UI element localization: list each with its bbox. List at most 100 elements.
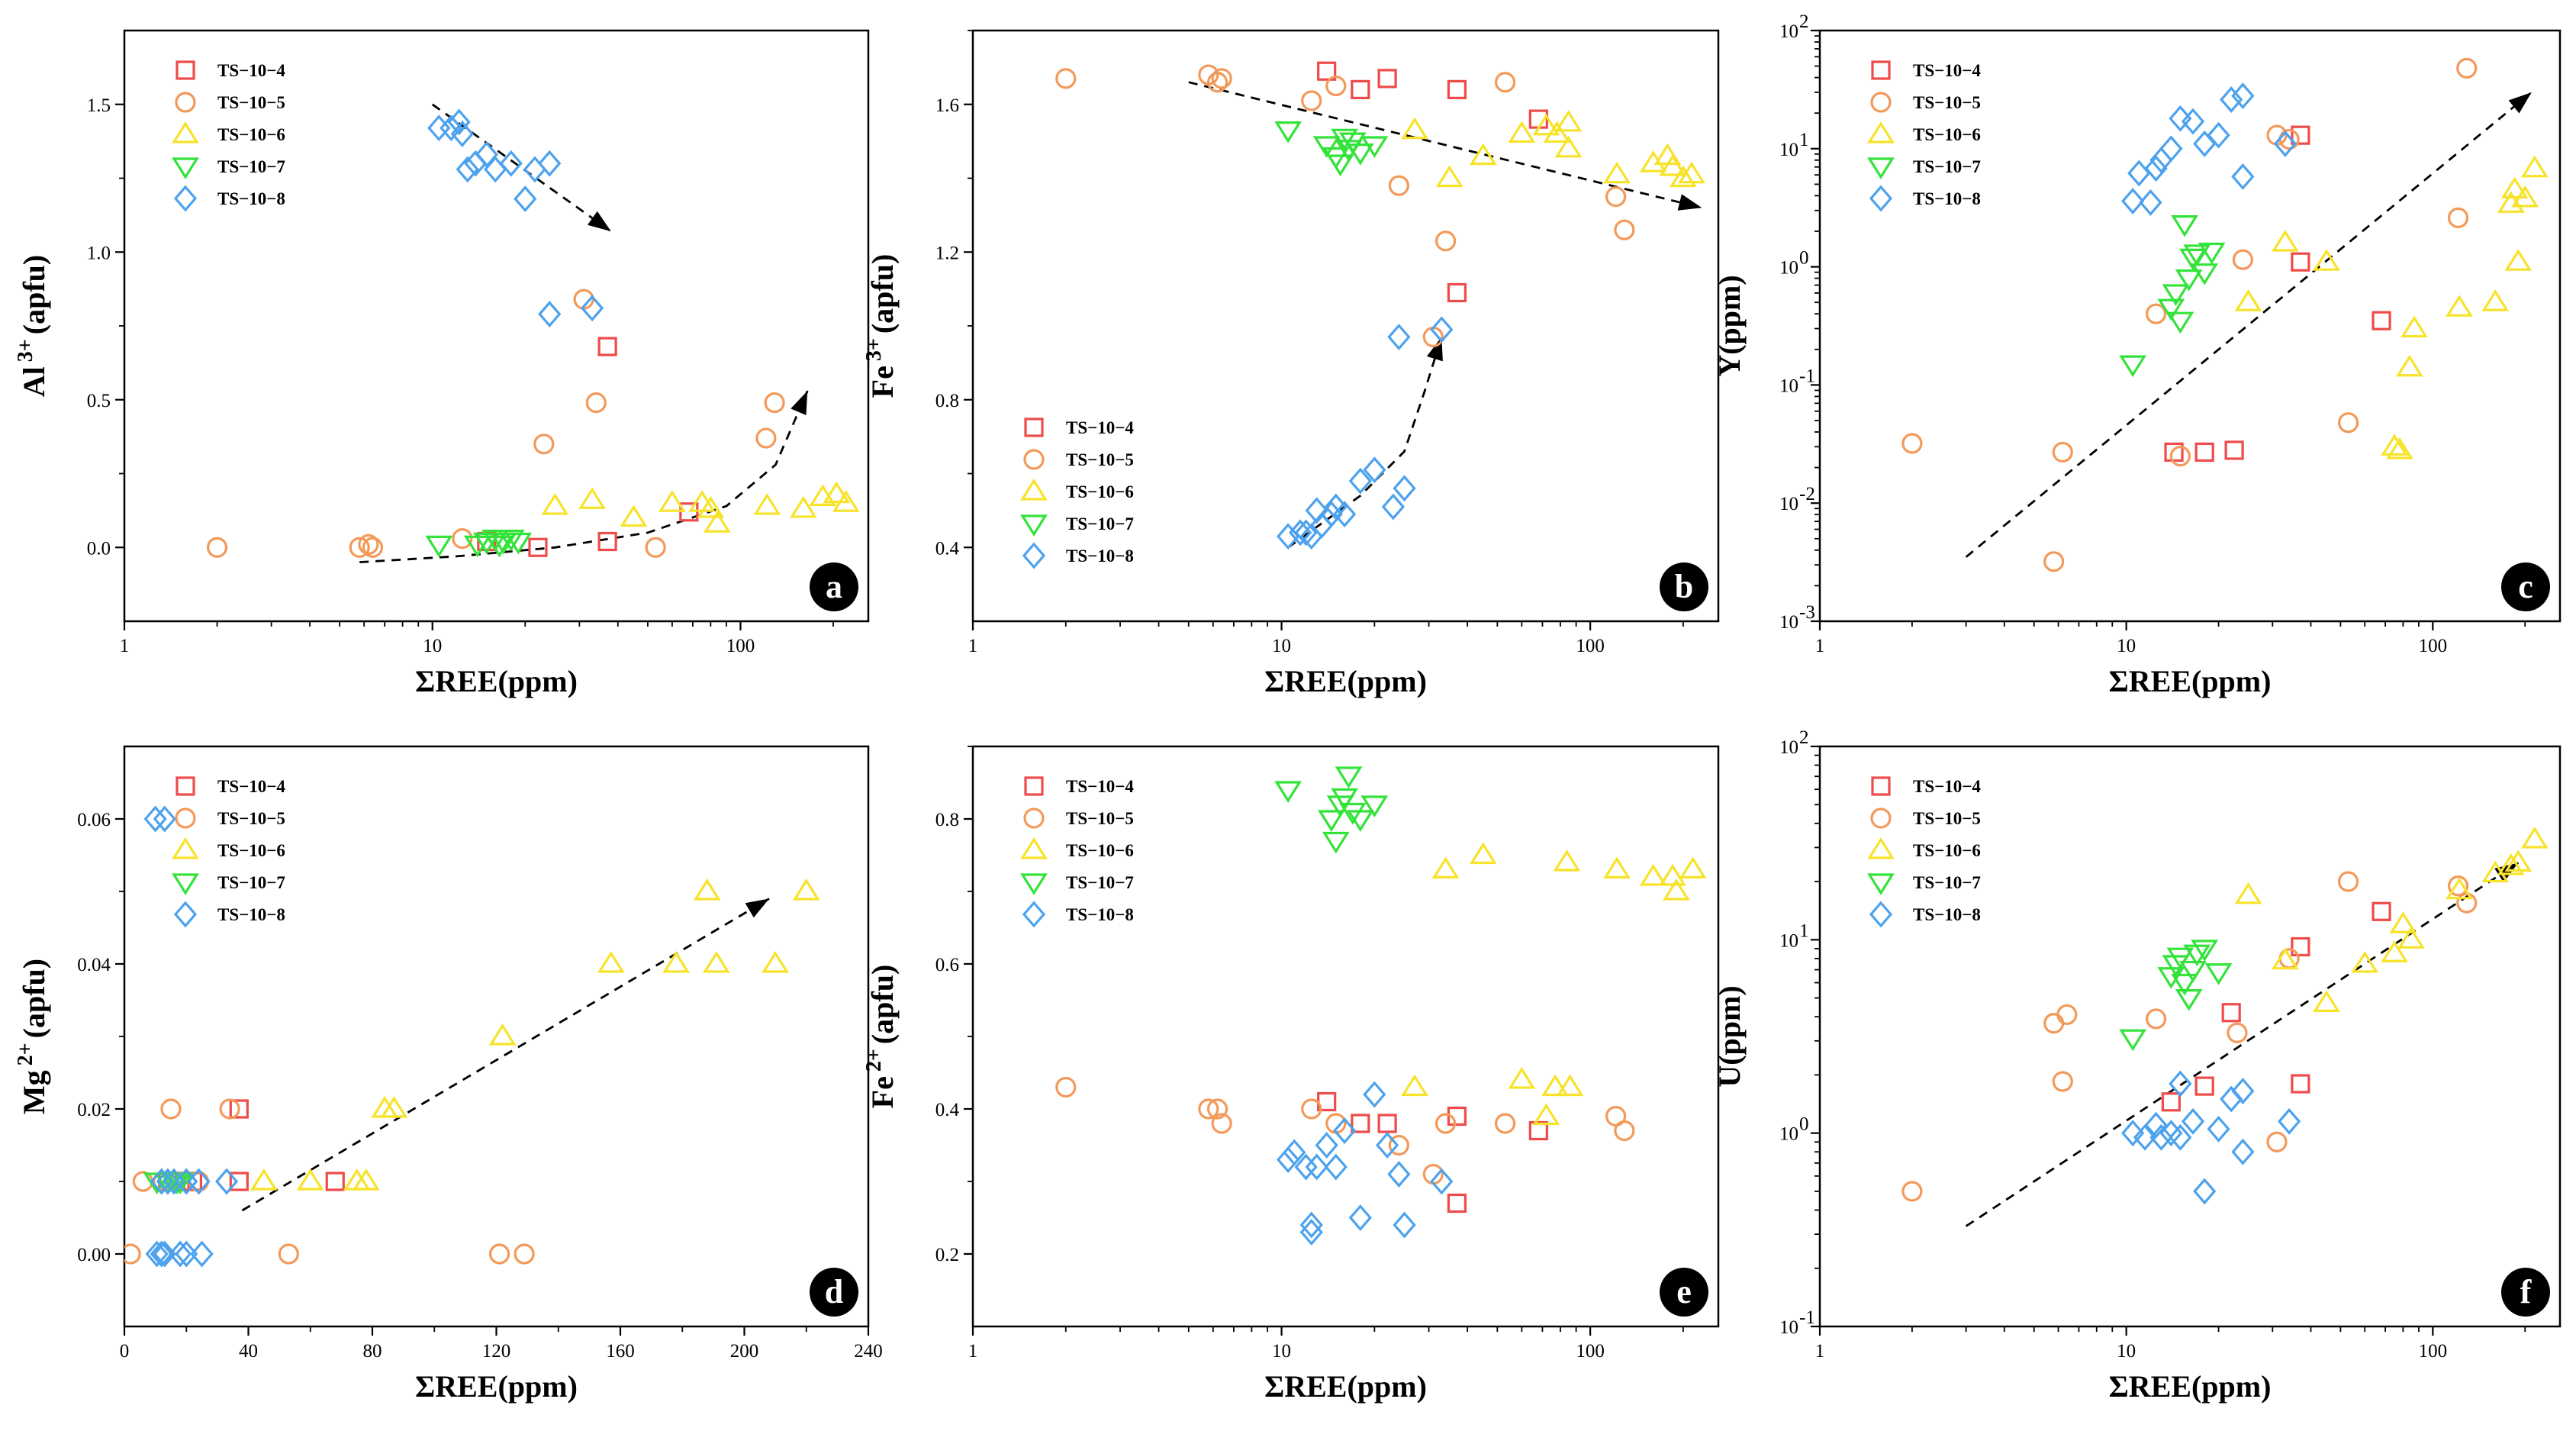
data-point-ts-10-6 xyxy=(1543,121,1571,143)
data-point-ts-10-8 xyxy=(2273,130,2297,157)
x-tick-label: 100 xyxy=(1576,636,1605,656)
legend-marker-ts-10-6 xyxy=(172,836,199,859)
x-tick-label: 0 xyxy=(120,1341,130,1362)
data-point-ts-10-5 xyxy=(2052,441,2073,463)
data-point-ts-10-4 xyxy=(2161,1092,2181,1112)
data-point-ts-10-8 xyxy=(440,114,463,142)
data-point-ts-10-7 xyxy=(425,535,453,558)
data-point-ts-10-5 xyxy=(1494,1113,1516,1134)
legend: TS−10−4 TS−10−5 TS−10−6 TS−10−7 TS−10−8 xyxy=(1020,776,1134,928)
data-point-ts-10-7 xyxy=(2166,947,2194,970)
data-point-ts-10-6 xyxy=(296,1168,324,1191)
data-point-ts-10-6 xyxy=(1678,161,1705,184)
data-point-ts-10-6 xyxy=(658,490,686,512)
data-point-ts-10-5 xyxy=(362,537,384,558)
panel-letter: f xyxy=(2520,1273,2533,1310)
legend-marker-ts-10-7 xyxy=(1867,873,1895,896)
x-tick-label: 10 xyxy=(1272,636,1291,656)
y-tick-label: 0.2 xyxy=(935,1245,959,1265)
x-tick-label: 10 xyxy=(2117,1341,2136,1362)
trend-arrowhead xyxy=(745,898,769,918)
data-point-ts-10-7 xyxy=(504,532,533,555)
data-point-ts-10-8 xyxy=(2121,188,2145,214)
data-point-ts-10-7 xyxy=(2175,269,2203,292)
data-point-ts-10-8 xyxy=(156,1168,179,1195)
y-tick-label: 0.06 xyxy=(77,810,111,830)
x-tick-label: 100 xyxy=(726,636,755,656)
data-point-ts-10-6 xyxy=(2234,882,2262,904)
legend-marker-ts-10-8 xyxy=(1869,185,1893,212)
data-point-ts-10-8 xyxy=(2231,163,2255,190)
data-point-ts-10-6 xyxy=(1679,856,1707,879)
data-point-ts-10-7 xyxy=(1274,121,1302,143)
data-point-ts-10-4 xyxy=(2372,311,2391,330)
data-point-ts-10-5 xyxy=(219,1098,240,1120)
y-tick-exponent: -3 xyxy=(1799,602,1815,623)
data-point-ts-10-5 xyxy=(2056,1004,2078,1026)
data-point-ts-10-5 xyxy=(2145,303,2167,324)
panel-badge xyxy=(2501,1268,2550,1317)
data-point-ts-10-4 xyxy=(1377,69,1397,89)
data-point-ts-10-5 xyxy=(2266,1131,2288,1152)
data-point-ts-10-8 xyxy=(1299,1211,1323,1239)
data-point-ts-10-7 xyxy=(1338,802,1367,825)
data-point-ts-10-8 xyxy=(580,295,604,322)
data-point-ts-10-8 xyxy=(1381,493,1406,521)
legend: TS−10−4 TS−10−5 TS−10−6 TS−10−7 TS−10−8 xyxy=(1867,60,1981,212)
data-point-ts-10-8 xyxy=(1387,324,1411,350)
data-point-ts-10-6 xyxy=(2504,249,2533,271)
data-point-ts-10-8 xyxy=(2207,121,2230,149)
y-axis-label: Y(ppm) xyxy=(1712,275,1747,376)
x-tick-label: 240 xyxy=(854,1341,883,1362)
panel-a: 1 10 100 0.0 0.5 1.0 1.5 ΣREE(ppm) Al3+(apfu) TS−… xyxy=(14,29,870,698)
data-point-ts-10-8 xyxy=(1375,1132,1399,1159)
data-point-ts-10-4 xyxy=(229,1099,249,1119)
data-point-ts-10-6 xyxy=(2272,229,2299,252)
data-point-ts-10-7 xyxy=(1331,128,1359,151)
data-point-ts-10-4 xyxy=(325,1172,345,1191)
legend-label: TS−10−5 xyxy=(1066,809,1134,828)
legend-label: TS−10−5 xyxy=(217,93,285,112)
data-point-ts-10-6 xyxy=(1603,856,1631,879)
data-point-ts-10-7 xyxy=(2198,242,2226,265)
data-point-ts-10-8 xyxy=(2220,86,2243,114)
data-point-ts-10-6 xyxy=(2401,315,2428,338)
data-point-ts-10-5 xyxy=(1901,1181,1923,1202)
data-point-ts-10-5 xyxy=(2232,249,2253,270)
data-point-ts-10-6 xyxy=(2446,295,2473,317)
data-point-ts-10-8 xyxy=(2159,135,2183,163)
y-tick-label: 1.6 xyxy=(935,95,959,116)
data-point-ts-10-4 xyxy=(597,531,617,552)
y-tick-label: 0.02 xyxy=(77,1100,111,1120)
legend-label: TS−10−6 xyxy=(1066,841,1134,860)
data-point-ts-10-5 xyxy=(488,1243,510,1265)
data-point-ts-10-5 xyxy=(1206,1098,1228,1120)
y-tick-exponent: 1 xyxy=(1799,130,1809,150)
data-point-ts-10-6 xyxy=(2272,947,2299,970)
legend-label: TS−10−8 xyxy=(217,905,285,924)
data-point-ts-10-4 xyxy=(229,1172,249,1191)
data-point-ts-10-6 xyxy=(2511,185,2539,208)
data-point-ts-10-5 xyxy=(645,537,666,558)
y-tick-label: 10 xyxy=(1779,612,1798,633)
x-tick-label: 1 xyxy=(1815,636,1825,656)
data-point-ts-10-5 xyxy=(1211,1113,1232,1134)
x-tick-label: 10 xyxy=(1272,1341,1291,1362)
data-point-ts-10-6 xyxy=(1659,153,1687,176)
data-point-ts-10-5 xyxy=(2456,57,2478,79)
data-point-ts-10-5 xyxy=(2447,875,2469,897)
data-point-ts-10-6 xyxy=(1469,143,1497,166)
y-tick-label: 10 xyxy=(1779,140,1798,160)
data-point-ts-10-5 xyxy=(1388,1134,1409,1156)
trend-arrowhead xyxy=(2508,92,2532,114)
data-point-ts-10-8 xyxy=(1294,519,1318,546)
data-point-ts-10-7 xyxy=(2175,988,2203,1011)
data-point-ts-10-8 xyxy=(1333,501,1357,528)
data-point-ts-10-6 xyxy=(1639,150,1667,172)
data-point-ts-10-6 xyxy=(792,878,820,901)
data-point-ts-10-8 xyxy=(169,1240,192,1268)
legend: TS−10−4 TS−10−5 TS−10−6 TS−10−7 TS−10−8 xyxy=(1867,776,1981,928)
x-tick-label: 120 xyxy=(482,1341,511,1362)
